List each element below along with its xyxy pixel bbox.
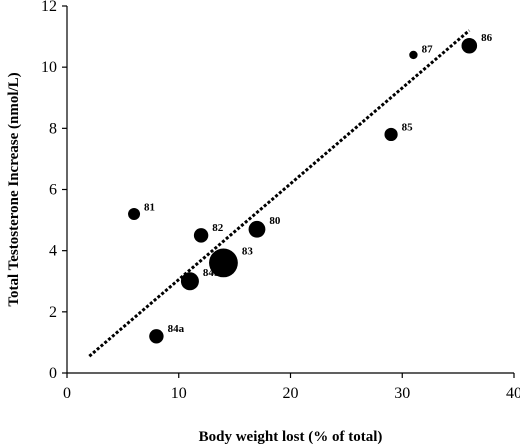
y-tick-label: 10 xyxy=(41,59,57,76)
point-label: 82 xyxy=(212,222,224,234)
axes xyxy=(66,6,514,374)
point-label: 83 xyxy=(242,245,254,257)
y-tick-label: 2 xyxy=(49,304,57,321)
data-point xyxy=(193,228,209,243)
point-labels: 81 82 80 83 84b 84a 85 87 86 xyxy=(144,32,493,335)
y-tick-label: 0 xyxy=(49,365,57,382)
x-tick-label: 30 xyxy=(394,385,410,402)
y-axis-title: Total Testosterone Increase (nmol/L) xyxy=(6,72,22,306)
data-points xyxy=(128,37,478,344)
x-axis-title: Body weight lost (% of total) xyxy=(199,429,383,445)
point-label: 80 xyxy=(269,215,281,227)
x-tick-label: 20 xyxy=(283,385,299,402)
y-tick-label: 12 xyxy=(41,0,57,15)
data-point xyxy=(209,248,238,278)
point-label: 84b xyxy=(203,267,220,279)
y-tick-label: 6 xyxy=(49,182,57,199)
data-point xyxy=(128,207,141,220)
data-point xyxy=(384,127,398,142)
y-tick-label: 8 xyxy=(49,120,57,137)
data-point xyxy=(248,220,266,238)
x-tick-label: 40 xyxy=(506,385,520,402)
point-label: 86 xyxy=(481,32,493,44)
trend-line xyxy=(88,29,471,358)
point-label: 87 xyxy=(422,43,434,55)
data-point xyxy=(409,50,418,60)
point-label: 84a xyxy=(168,323,185,335)
x-tick-label: 10 xyxy=(171,385,187,402)
data-point xyxy=(461,37,478,54)
data-point xyxy=(180,272,199,291)
ticks: 0 2 4 6 8 10 12 0 10 20 30 40 xyxy=(41,0,520,402)
point-label: 81 xyxy=(144,201,155,213)
y-tick-label: 4 xyxy=(49,243,57,260)
point-label: 85 xyxy=(402,121,414,133)
x-tick-label: 0 xyxy=(63,385,71,402)
data-point xyxy=(149,329,164,344)
